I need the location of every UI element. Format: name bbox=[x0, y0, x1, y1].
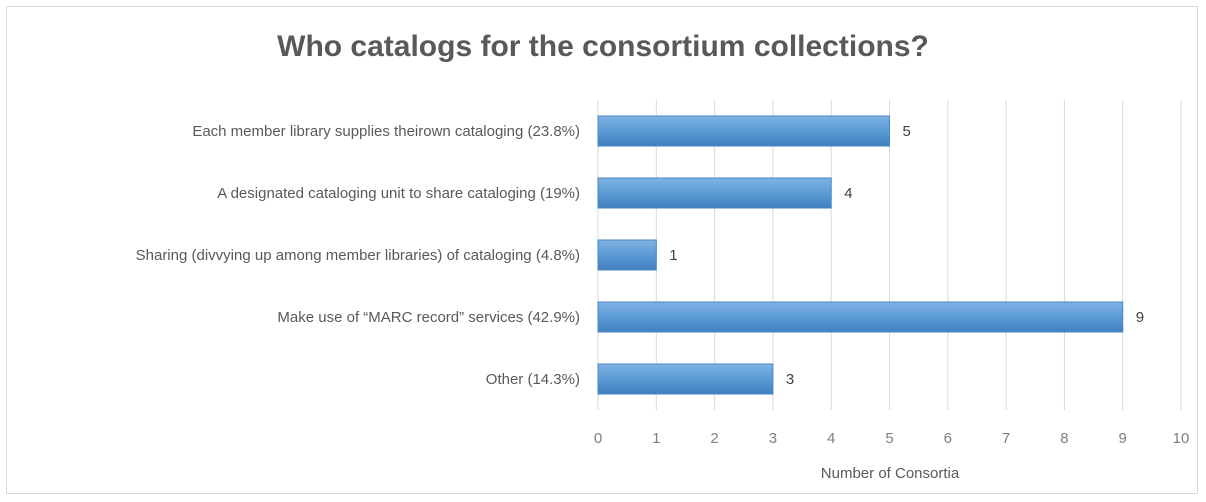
data-label: 3 bbox=[786, 371, 794, 388]
x-tick-label: 0 bbox=[594, 430, 602, 447]
category-label: Make use of “MARC record” services (42.9… bbox=[277, 309, 580, 326]
bar bbox=[597, 115, 890, 147]
chart-title: Who catalogs for the consortium collecti… bbox=[277, 30, 929, 63]
x-tick-label: 10 bbox=[1173, 430, 1190, 447]
category-label: Sharing (divvying up among member librar… bbox=[136, 247, 580, 264]
x-axis-title: Number of Consortia bbox=[821, 465, 960, 482]
x-tick-label: 4 bbox=[827, 430, 835, 447]
data-label: 4 bbox=[844, 185, 852, 202]
data-label: 5 bbox=[903, 123, 911, 140]
x-tick-label: 9 bbox=[1119, 430, 1127, 447]
x-tick-label: 6 bbox=[944, 430, 952, 447]
bar bbox=[597, 177, 832, 209]
category-label: A designated cataloging unit to share ca… bbox=[217, 185, 580, 202]
bar bbox=[597, 363, 774, 395]
data-label: 9 bbox=[1136, 309, 1144, 326]
x-tick-label: 7 bbox=[1002, 430, 1010, 447]
x-tick-label: 5 bbox=[885, 430, 893, 447]
x-tick-label: 3 bbox=[769, 430, 777, 447]
category-label: Each member library supplies theirown ca… bbox=[192, 123, 580, 140]
x-tick-label: 2 bbox=[710, 430, 718, 447]
bar bbox=[597, 239, 657, 271]
x-tick-label: 1 bbox=[652, 430, 660, 447]
bar bbox=[597, 301, 1124, 333]
x-tick-label: 8 bbox=[1060, 430, 1068, 447]
category-label: Other (14.3%) bbox=[486, 371, 580, 388]
data-label: 1 bbox=[669, 247, 677, 264]
